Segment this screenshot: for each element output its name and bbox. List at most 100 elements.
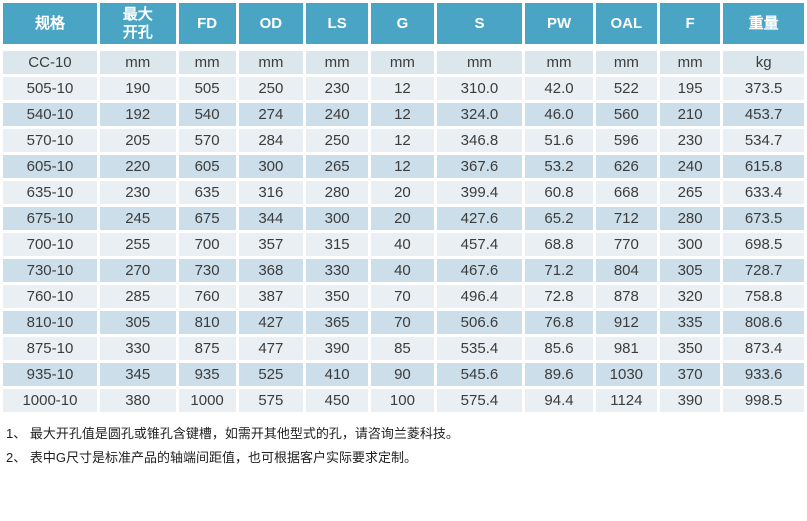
table-row: 875-10 330 875 477 390 85 535.4 85.6 981 350 873.4 [3, 337, 804, 360]
table-cell: 230 [306, 77, 369, 100]
table-cell: 522 [595, 77, 657, 100]
table-cell: 540 [178, 103, 236, 126]
table-cell: 12 [371, 155, 434, 178]
table-cell: 453.7 [723, 103, 804, 126]
table-row: 675-10 245 675 344 300 20 427.6 65.2 712 280 673.5 [3, 207, 804, 230]
table-cell: 205 [99, 129, 176, 152]
table-row: 635-10 230 635 316 280 20 399.4 60.8 668 265 633.4 [3, 181, 804, 204]
table-cell: 320 [659, 285, 721, 308]
table-cell: 380 [99, 389, 176, 412]
table-cell: 53.2 [525, 155, 593, 178]
table-cell: 89.6 [525, 363, 593, 386]
table-cell: 758.8 [723, 285, 804, 308]
table-row: 700-10 255 700 357 315 40 457.4 68.8 770 300 698.5 [3, 233, 804, 256]
table-row: 505-10 190 505 250 230 12 310.0 42.0 522 195 373.5 [3, 77, 804, 100]
table-cell: 370 [659, 363, 721, 386]
table-cell: 305 [99, 311, 176, 334]
table-cell: 300 [306, 207, 369, 230]
table-cell: 230 [659, 129, 721, 152]
table-cell: 675 [178, 207, 236, 230]
column-header-1: 最大 开孔 [99, 3, 176, 48]
table-cell: 698.5 [723, 233, 804, 256]
table-cell: 90 [371, 363, 434, 386]
table-cell: 540-10 [3, 103, 97, 126]
unit-row: CC-10 mm mm mm mm mm mm mm mm mm kg [3, 51, 804, 74]
footnote-2: 2、 表中G尺寸是标准产品的轴端间距值，也可根据客户实际要求定制。 [6, 450, 417, 465]
table-cell: 427 [238, 311, 303, 334]
table-cell: 730-10 [3, 259, 97, 282]
table-cell: 335 [659, 311, 721, 334]
table-cell: 373.5 [723, 77, 804, 100]
table-cell: 350 [659, 337, 721, 360]
table-cell: 575 [238, 389, 303, 412]
table-cell: 250 [306, 129, 369, 152]
table-cell: 94.4 [525, 389, 593, 412]
table-cell: 505-10 [3, 77, 97, 100]
table-cell: 730 [178, 259, 236, 282]
table-cell: mm [436, 51, 523, 74]
table-cell: 72.8 [525, 285, 593, 308]
table-cell: CC-10 [3, 51, 97, 74]
table-cell: 324.0 [436, 103, 523, 126]
table-cell: 100 [371, 389, 434, 412]
table-cell: 935 [178, 363, 236, 386]
table-cell: 250 [238, 77, 303, 100]
table-cell: mm [306, 51, 369, 74]
table-cell: 310.0 [436, 77, 523, 100]
table-cell: 345 [99, 363, 176, 386]
table-cell: 981 [595, 337, 657, 360]
table-row: 810-10 305 810 427 365 70 506.6 76.8 912 335 808.6 [3, 311, 804, 334]
table-cell: 240 [659, 155, 721, 178]
table-cell: 810 [178, 311, 236, 334]
footnotes: 1、 最大开孔值是圆孔或锥孔含键槽，如需开其他型式的孔，请咨询兰菱科技。 2、 … [0, 422, 807, 470]
table-cell: 477 [238, 337, 303, 360]
table-cell: 265 [659, 181, 721, 204]
table-cell: 675-10 [3, 207, 97, 230]
table-cell: 51.6 [525, 129, 593, 152]
table-cell: 390 [659, 389, 721, 412]
table-cell: 300 [238, 155, 303, 178]
table-cell: 305 [659, 259, 721, 282]
table-cell: 878 [595, 285, 657, 308]
column-header-0: 规格 [3, 3, 97, 48]
column-header-4: LS [306, 3, 369, 48]
table-cell: 390 [306, 337, 369, 360]
table-cell: 85.6 [525, 337, 593, 360]
table-cell: 635 [178, 181, 236, 204]
table-cell: 496.4 [436, 285, 523, 308]
table-cell: 635-10 [3, 181, 97, 204]
footnote-1: 1、 最大开孔值是圆孔或锥孔含键槽，如需开其他型式的孔，请咨询兰菱科技。 [6, 426, 459, 441]
table-cell: 270 [99, 259, 176, 282]
table-cell: 60.8 [525, 181, 593, 204]
table-cell: 71.2 [525, 259, 593, 282]
table-cell: 255 [99, 233, 176, 256]
table-cell: 505 [178, 77, 236, 100]
table-cell: 245 [99, 207, 176, 230]
table-cell: 344 [238, 207, 303, 230]
table-cell: 615.8 [723, 155, 804, 178]
table-header-row: 规格 最大 开孔 FD OD LS G S PW OAL F 重量 [3, 3, 804, 48]
table-cell: mm [99, 51, 176, 74]
column-header-2: FD [178, 3, 236, 48]
spec-table: 规格 最大 开孔 FD OD LS G S PW OAL F 重量 CC-10 mm mm mm mm mm m… [3, 3, 804, 412]
table-cell: 535.4 [436, 337, 523, 360]
table-cell: 633.4 [723, 181, 804, 204]
column-header-7: PW [525, 3, 593, 48]
table-cell: 626 [595, 155, 657, 178]
table-cell: 808.6 [723, 311, 804, 334]
table-cell: 998.5 [723, 389, 804, 412]
table-cell: 46.0 [525, 103, 593, 126]
table-cell: 76.8 [525, 311, 593, 334]
table-cell: 570 [178, 129, 236, 152]
table-cell: 575.4 [436, 389, 523, 412]
table-cell: 220 [99, 155, 176, 178]
table-cell: 230 [99, 181, 176, 204]
table-cell: 357 [238, 233, 303, 256]
table-cell: 545.6 [436, 363, 523, 386]
column-header-6: S [436, 3, 523, 48]
table-cell: 700 [178, 233, 236, 256]
table-cell: 68.8 [525, 233, 593, 256]
table-row: 760-10 285 760 387 350 70 496.4 72.8 878 320 758.8 [3, 285, 804, 308]
table-cell: 457.4 [436, 233, 523, 256]
